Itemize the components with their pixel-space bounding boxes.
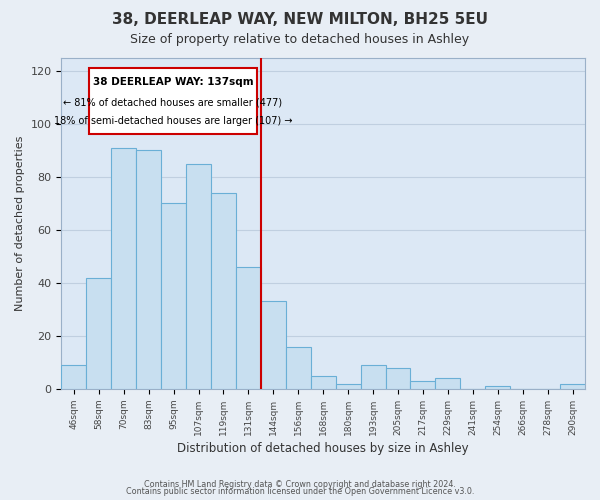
Bar <box>261 302 286 389</box>
Text: 38, DEERLEAP WAY, NEW MILTON, BH25 5EU: 38, DEERLEAP WAY, NEW MILTON, BH25 5EU <box>112 12 488 28</box>
Bar <box>386 368 410 389</box>
Text: ← 81% of detached houses are smaller (477): ← 81% of detached houses are smaller (47… <box>64 98 283 108</box>
Text: 18% of semi-detached houses are larger (107) →: 18% of semi-detached houses are larger (… <box>54 116 292 126</box>
FancyBboxPatch shape <box>89 68 257 134</box>
Bar <box>161 204 186 389</box>
Bar <box>211 192 236 389</box>
Bar <box>286 346 311 389</box>
Bar <box>311 376 335 389</box>
Text: Contains HM Land Registry data © Crown copyright and database right 2024.: Contains HM Land Registry data © Crown c… <box>144 480 456 489</box>
Bar <box>186 164 211 389</box>
Bar <box>236 267 261 389</box>
Bar <box>335 384 361 389</box>
Bar <box>361 365 386 389</box>
Bar <box>436 378 460 389</box>
Bar <box>485 386 510 389</box>
Bar <box>560 384 585 389</box>
Bar <box>111 148 136 389</box>
Bar <box>86 278 111 389</box>
Text: 38 DEERLEAP WAY: 137sqm: 38 DEERLEAP WAY: 137sqm <box>92 78 253 88</box>
Bar <box>61 365 86 389</box>
Text: Contains public sector information licensed under the Open Government Licence v3: Contains public sector information licen… <box>126 487 474 496</box>
Text: Size of property relative to detached houses in Ashley: Size of property relative to detached ho… <box>130 32 470 46</box>
Bar <box>136 150 161 389</box>
Bar <box>410 381 436 389</box>
Y-axis label: Number of detached properties: Number of detached properties <box>15 136 25 311</box>
X-axis label: Distribution of detached houses by size in Ashley: Distribution of detached houses by size … <box>178 442 469 455</box>
